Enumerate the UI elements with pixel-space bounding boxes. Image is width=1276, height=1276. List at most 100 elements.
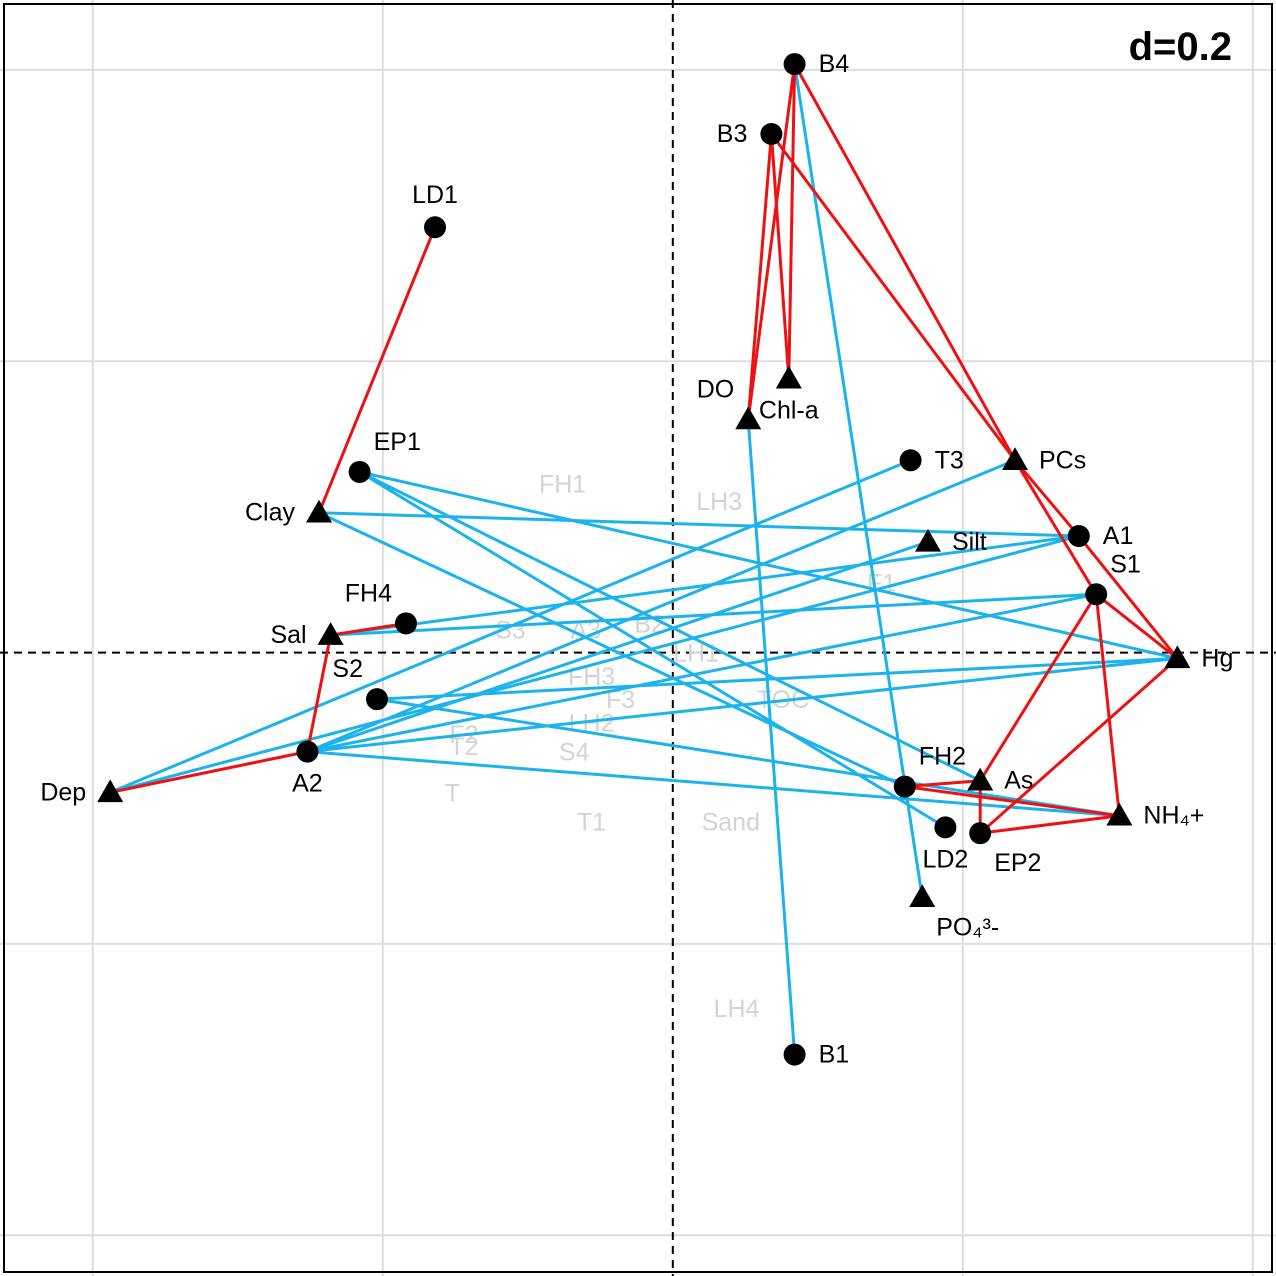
blue-link-line [306, 540, 929, 754]
red-link-line [305, 634, 333, 752]
background-label-t1: T1 [577, 809, 606, 837]
blue-link-line [376, 697, 1120, 818]
red-link-line [317, 226, 437, 514]
site-point-ld1 [424, 216, 446, 239]
background-label-t: T [445, 779, 460, 807]
site-label-t3: T3 [935, 446, 964, 474]
variable-label-nh: NH₄+ [1143, 802, 1204, 830]
variable-point-pcs [1002, 447, 1028, 471]
site-label-a1: A1 [1103, 522, 1134, 550]
red-link-line [770, 133, 1017, 462]
background-label-lh4: LH4 [714, 995, 760, 1023]
site-point-s2 [366, 688, 388, 711]
red-link-line [1013, 459, 1080, 538]
variable-label-pcs: PCs [1039, 446, 1086, 474]
variable-point-sal [317, 622, 344, 645]
variable-label-po: PO₄³- [936, 913, 999, 941]
background-label-s4: S4 [559, 739, 590, 767]
variable-label-sal: Sal [270, 621, 306, 649]
link-lines [109, 63, 1179, 1055]
site-point-fh4 [395, 612, 417, 635]
site-point-ep1 [348, 460, 371, 483]
site-point-b3 [760, 123, 783, 146]
variable-label-dep: Dep [40, 778, 86, 806]
red-link-line [787, 64, 797, 379]
site-label-ld1: LD1 [412, 181, 458, 209]
background-label-t2: T2 [449, 733, 478, 761]
site-label-fh2: FH2 [919, 743, 966, 771]
background-label-sand: Sand [702, 809, 760, 837]
site-label-s2: S2 [332, 655, 363, 683]
markers [97, 53, 1191, 1066]
site-point-a1 [1067, 525, 1090, 548]
variable-point-as [967, 767, 994, 791]
variable-label-silt: Silt [952, 528, 987, 556]
red-link-line [330, 621, 407, 637]
blue-link-line [376, 656, 1178, 701]
red-link-line [980, 814, 1120, 835]
red-link-line [904, 785, 1120, 818]
site-point-s1 [1085, 583, 1108, 606]
site-label-ep1: EP1 [374, 428, 421, 456]
site-point-b1 [783, 1043, 806, 1066]
background-label-lh1: LH1 [673, 640, 719, 668]
site-label-s1: S1 [1110, 550, 1141, 578]
red-link-line [769, 133, 791, 379]
blue-link-line [330, 534, 1079, 637]
red-link-line [746, 133, 773, 420]
variable-point-do [735, 406, 762, 430]
red-link-line [109, 750, 308, 794]
red-link-line [1094, 594, 1121, 816]
site-point-fh2 [893, 775, 916, 798]
site-label-ep2: EP2 [994, 849, 1041, 877]
red-link-line [1013, 459, 1098, 596]
site-point-ep2 [969, 822, 992, 845]
blue-link-line [306, 458, 1016, 754]
site-label-ld2: LD2 [922, 845, 968, 873]
background-label-fh1: FH1 [539, 471, 586, 499]
red-link-line [979, 657, 1179, 835]
variable-point-clay [306, 499, 332, 523]
plot-frame [3, 3, 1273, 1273]
variable-point-nh [1106, 802, 1133, 826]
variable-label-as: As [1004, 767, 1033, 795]
variable-label-clay: Clay [245, 499, 296, 527]
blue-link-line [307, 656, 1178, 754]
site-point-t3 [899, 449, 922, 472]
site-label-b4: B4 [819, 50, 850, 78]
variable-label-do: DO [697, 376, 735, 404]
scale-label: d=0.2 [1129, 25, 1232, 69]
site-point-ld2 [934, 816, 957, 839]
background-label-lh3: LH3 [696, 488, 742, 516]
site-point-b4 [783, 53, 806, 76]
blue-link-line [358, 470, 981, 783]
red-link-line [904, 779, 981, 789]
site-label-b1: B1 [819, 1041, 850, 1069]
variable-label-hg: Hg [1201, 644, 1233, 672]
background-labels: FH1LH3F1S3A3B2LH1FH3F3TOCLH2F2T2S4TT1San… [445, 471, 896, 1023]
site-point-a2 [296, 740, 319, 763]
site-label-b3: B3 [717, 120, 748, 148]
site-label-a2: A2 [292, 770, 323, 798]
variable-point-hg [1164, 645, 1191, 669]
red-link-line [793, 63, 1017, 462]
blue-link-line [109, 534, 1080, 794]
variable-point-chla [775, 365, 802, 389]
red-link-line [1095, 593, 1179, 660]
blue-link-line [359, 470, 1178, 660]
red-link-line [746, 63, 797, 420]
variable-label-chla: Chl-a [759, 397, 819, 425]
variable-point-po [909, 884, 936, 908]
blue-link-line [318, 511, 1079, 538]
blue-link-line [307, 750, 1120, 818]
variable-point-dep [97, 779, 124, 803]
variable-point-silt [915, 528, 941, 552]
red-link-line [1077, 535, 1179, 660]
site-label-fh4: FH4 [345, 579, 392, 607]
red-link-line [978, 593, 1098, 782]
blue-link-line [307, 592, 1097, 754]
